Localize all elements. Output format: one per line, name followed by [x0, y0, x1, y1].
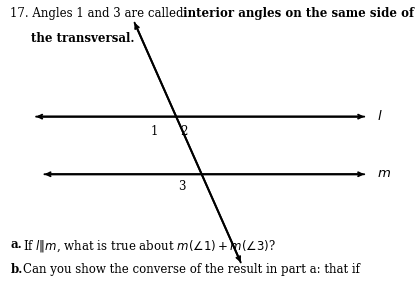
- Text: $l$: $l$: [377, 109, 383, 123]
- Text: 2: 2: [180, 125, 188, 138]
- Text: If $l \| m$, what is true about $m(\angle 1) + m(\angle 3)$?: If $l \| m$, what is true about $m(\angl…: [23, 238, 276, 254]
- Text: $m$: $m$: [377, 167, 392, 180]
- Text: 1: 1: [150, 125, 158, 138]
- Text: 17. Angles 1 and 3 are called: 17. Angles 1 and 3 are called: [10, 7, 188, 20]
- Text: the transversal.: the transversal.: [31, 32, 135, 45]
- Text: 3: 3: [178, 180, 186, 193]
- Text: b.: b.: [10, 263, 23, 276]
- Text: Can you show the converse of the result in part a: that if: Can you show the converse of the result …: [23, 263, 360, 276]
- Text: interior angles on the same side of: interior angles on the same side of: [183, 7, 414, 20]
- Text: a.: a.: [10, 238, 22, 251]
